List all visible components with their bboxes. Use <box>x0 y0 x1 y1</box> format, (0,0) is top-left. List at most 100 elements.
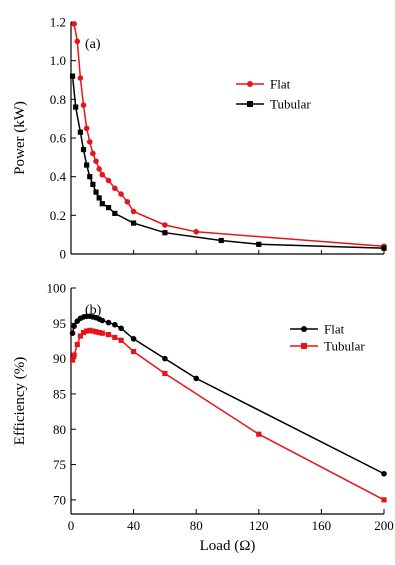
y-tick-label: 0.2 <box>50 208 66 223</box>
legend-marker <box>247 101 253 107</box>
data-point <box>99 171 106 178</box>
data-point <box>381 245 387 251</box>
series-tubular <box>69 73 387 251</box>
data-point <box>84 162 90 168</box>
data-point <box>118 337 124 343</box>
y-tick-label: 85 <box>53 386 66 401</box>
data-point <box>96 166 102 172</box>
x-tick-label: 0 <box>68 518 75 533</box>
data-point <box>96 195 102 201</box>
data-point <box>118 191 124 197</box>
data-point <box>218 237 224 244</box>
y-tick-label: 100 <box>47 281 67 296</box>
y-axis-title: Efficiency (%) <box>12 357 28 445</box>
data-point <box>99 330 105 336</box>
data-point <box>118 325 124 332</box>
legend-item-flat: Flat <box>236 77 291 92</box>
y-tick-label: 0.8 <box>50 92 66 107</box>
data-point <box>131 348 137 355</box>
y-tick-label: 0.6 <box>50 131 67 146</box>
data-point <box>84 328 90 334</box>
data-point <box>381 470 387 477</box>
data-point <box>99 201 105 207</box>
data-point <box>71 323 77 329</box>
data-point <box>87 327 93 333</box>
data-point <box>124 199 131 205</box>
series-line <box>71 76 385 249</box>
data-point <box>74 38 81 45</box>
data-point <box>90 328 96 334</box>
x-tick-label: 200 <box>374 518 394 533</box>
data-point <box>69 357 76 363</box>
y-tick-label: 0.4 <box>50 169 67 184</box>
data-point <box>162 370 168 377</box>
panel-label: (a) <box>85 37 101 52</box>
data-point <box>73 104 79 110</box>
y-tick-label: 0 <box>60 247 67 262</box>
data-point <box>99 317 106 324</box>
legend-label: Tubular <box>270 97 311 112</box>
data-point <box>256 431 262 437</box>
y-tick-label: 1.0 <box>50 53 66 68</box>
data-point <box>256 241 262 247</box>
data-point <box>83 125 90 132</box>
data-point <box>90 150 96 157</box>
data-point <box>130 208 137 215</box>
legend-item-tubular: Tubular <box>236 97 311 112</box>
data-point <box>105 177 112 184</box>
data-point <box>93 189 99 195</box>
data-point <box>105 205 112 211</box>
data-point <box>77 333 83 339</box>
data-point <box>112 334 118 341</box>
data-point <box>112 321 118 328</box>
x-tick-label: 80 <box>190 518 203 533</box>
x-tick-label: 40 <box>127 518 140 533</box>
data-point <box>193 228 199 235</box>
data-point <box>96 329 102 336</box>
data-point <box>162 222 168 228</box>
y-tick-label: 90 <box>53 351 66 366</box>
series-flat <box>71 21 387 250</box>
data-point <box>71 21 77 27</box>
data-point <box>193 375 199 382</box>
data-point <box>90 181 96 187</box>
legend-label: Flat <box>270 77 291 92</box>
data-point <box>105 319 112 326</box>
chart-panel-a: 0 0.2 0.4 0.6 0.8 1.0 1.2 Power (kW) (a) Flat Tubu… <box>12 15 387 262</box>
x-tick-label: 120 <box>249 518 269 533</box>
data-point <box>381 497 387 503</box>
legend-label: Tubular <box>324 339 365 354</box>
data-point <box>112 210 118 216</box>
legend-label: Flat <box>324 322 345 337</box>
data-point <box>71 352 77 358</box>
data-point <box>86 139 93 145</box>
data-point <box>80 147 87 153</box>
series-tubular <box>69 327 387 503</box>
x-tick-label: 160 <box>312 518 332 533</box>
legend-marker <box>301 343 307 349</box>
legend-marker <box>301 326 307 332</box>
legend-marker <box>247 81 253 87</box>
y-tick-label: 80 <box>53 422 66 437</box>
x-axis-title: Load (Ω) <box>200 538 256 554</box>
y-tick-label: 95 <box>53 316 66 331</box>
data-point <box>112 185 118 192</box>
legend-item-tubular: Tubular <box>290 339 365 354</box>
data-point <box>87 174 93 180</box>
data-point <box>162 230 168 236</box>
data-point <box>80 102 87 108</box>
y-axis-title: Power (kW) <box>12 101 28 175</box>
data-point <box>130 336 137 342</box>
data-point <box>105 332 112 338</box>
y-tick-label: 75 <box>53 457 66 472</box>
series-line <box>73 23 385 248</box>
data-point <box>77 75 84 81</box>
data-point <box>69 73 76 79</box>
data-point <box>77 129 83 135</box>
y-tick-label: 1.2 <box>50 15 66 30</box>
data-point <box>74 341 80 348</box>
data-point <box>131 220 137 226</box>
data-point <box>80 329 87 336</box>
